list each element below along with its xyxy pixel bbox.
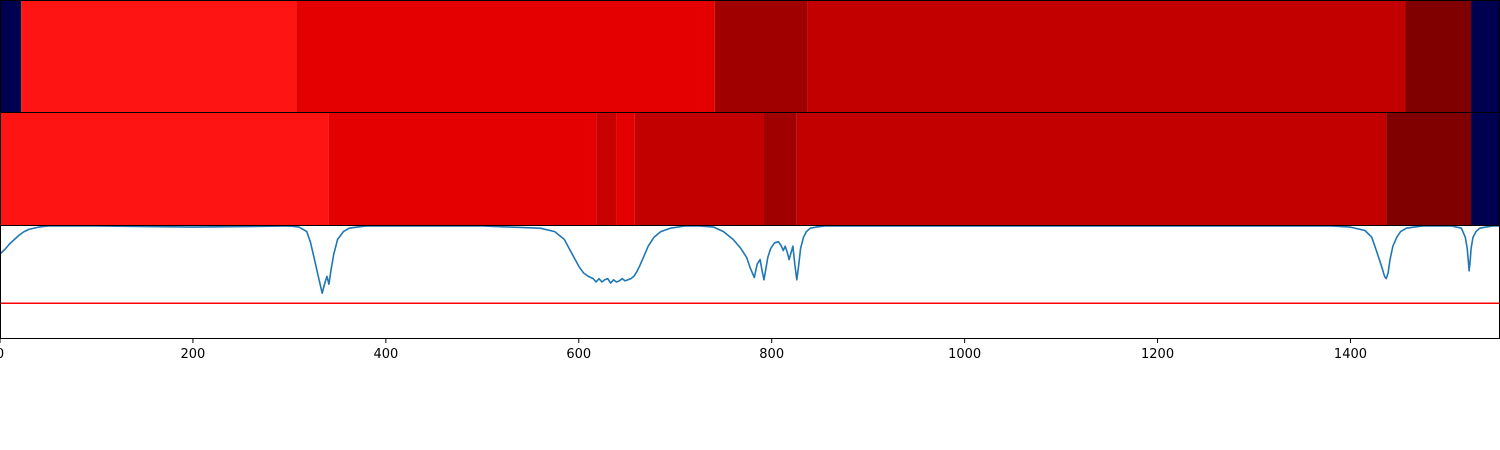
heat-segment-2-6 [763, 113, 797, 225]
x-tick-label-1000: 1000 [948, 347, 981, 362]
heat-segment-1-4 [714, 1, 808, 112]
x-tick-label-200: 200 [181, 347, 206, 362]
x-tick-label-600: 600 [566, 347, 591, 362]
line-plot-panel [0, 225, 1500, 305]
heat-segment-1-7 [1471, 1, 1500, 112]
heat-segment-1-5 [807, 1, 1406, 112]
x-tick-label-1200: 1200 [1141, 347, 1174, 362]
heat-segment-2-5 [634, 113, 764, 225]
x-axis: 0 200 400 600 800 1000 1200 1400 [0, 338, 1367, 362]
series-line-blue [0, 225, 1500, 295]
heat-segment-2-2 [328, 113, 597, 225]
heat-segment-1-2 [21, 1, 297, 112]
heat-segment-2-1 [0, 113, 329, 225]
heat-segment-2-7 [796, 113, 1387, 225]
x-tick-label-1400: 1400 [1334, 347, 1367, 362]
heat-segment-1-6 [1405, 1, 1472, 112]
heat-segment-2-8 [1386, 113, 1472, 225]
heat-segment-2-3 [596, 113, 617, 225]
x-tick-label-400: 400 [373, 347, 398, 362]
panel-frame-3 [0, 225, 1500, 339]
heat-segment-2-4 [616, 113, 635, 225]
heat-segment-1-1 [0, 1, 22, 112]
x-tick-label-0: 0 [0, 347, 4, 362]
x-tick-label-800: 800 [759, 347, 784, 362]
heat-segment-2-9 [1471, 113, 1500, 225]
heatmap-panel-top [0, 1, 1500, 112]
series-lines [0, 225, 1500, 305]
heatmap-panel-middle [0, 113, 1500, 225]
heat-segment-1-3 [296, 1, 715, 112]
